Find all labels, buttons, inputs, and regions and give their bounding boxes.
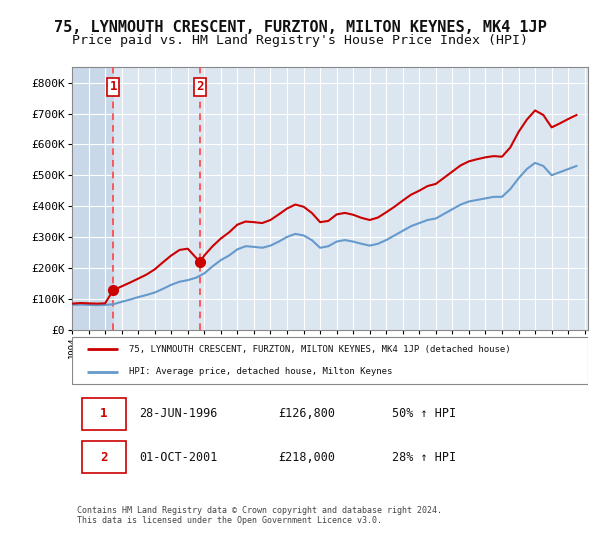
- Text: 2: 2: [196, 80, 204, 94]
- Text: 28% ↑ HPI: 28% ↑ HPI: [392, 451, 456, 464]
- Bar: [72, 67, 113, 330]
- FancyBboxPatch shape: [82, 441, 126, 473]
- Text: Price paid vs. HM Land Registry's House Price Index (HPI): Price paid vs. HM Land Registry's House …: [72, 34, 528, 46]
- Text: 50% ↑ HPI: 50% ↑ HPI: [392, 407, 456, 421]
- FancyBboxPatch shape: [82, 398, 126, 430]
- Text: 2: 2: [100, 451, 108, 464]
- Text: £218,000: £218,000: [278, 451, 335, 464]
- Text: £126,800: £126,800: [278, 407, 335, 421]
- Text: 75, LYNMOUTH CRESCENT, FURZTON, MILTON KEYNES, MK4 1JP: 75, LYNMOUTH CRESCENT, FURZTON, MILTON K…: [53, 20, 547, 35]
- FancyBboxPatch shape: [72, 337, 588, 384]
- Text: 28-JUN-1996: 28-JUN-1996: [139, 407, 217, 421]
- Text: HPI: Average price, detached house, Milton Keynes: HPI: Average price, detached house, Milt…: [129, 367, 392, 376]
- Text: 75, LYNMOUTH CRESCENT, FURZTON, MILTON KEYNES, MK4 1JP (detached house): 75, LYNMOUTH CRESCENT, FURZTON, MILTON K…: [129, 345, 511, 354]
- Text: 01-OCT-2001: 01-OCT-2001: [139, 451, 217, 464]
- Text: Contains HM Land Registry data © Crown copyright and database right 2024.
This d: Contains HM Land Registry data © Crown c…: [77, 506, 442, 525]
- Text: 1: 1: [100, 407, 108, 421]
- Text: 1: 1: [109, 80, 117, 94]
